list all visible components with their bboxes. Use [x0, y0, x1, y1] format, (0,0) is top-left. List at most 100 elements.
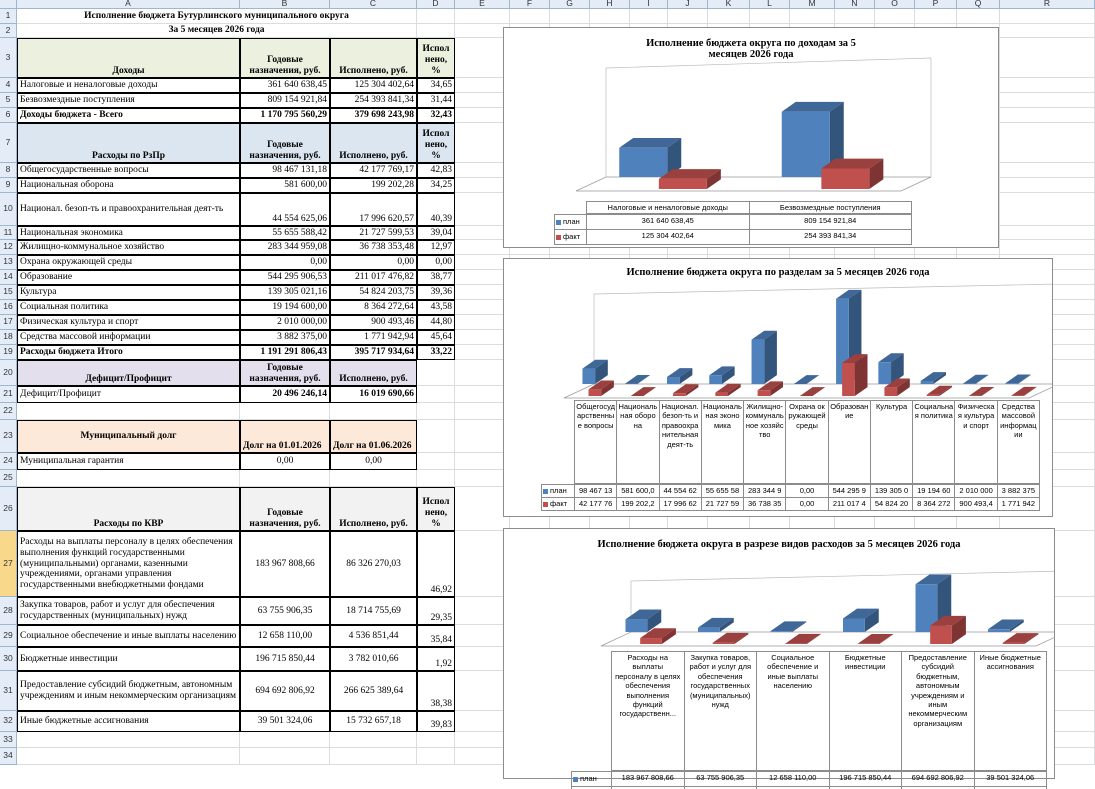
row-header[interactable]: 1	[0, 9, 17, 24]
row-header[interactable]: 9	[0, 178, 17, 193]
empty-cell[interactable]	[417, 9, 455, 24]
cell[interactable]: Расходы по КВР	[17, 487, 240, 531]
empty-cell[interactable]	[1000, 108, 1095, 123]
cell[interactable]: 266 625 389,64	[330, 671, 417, 711]
cell[interactable]: 44 554 625,06	[240, 193, 330, 226]
column-header[interactable]: H	[590, 0, 630, 9]
empty-cell[interactable]	[915, 9, 957, 24]
row-header[interactable]: 29	[0, 625, 17, 647]
row-header[interactable]: 24	[0, 453, 17, 470]
cell[interactable]: 34,25	[417, 178, 455, 193]
row-header[interactable]: 8	[0, 163, 17, 178]
row-header[interactable]: 26	[0, 487, 17, 531]
empty-cell[interactable]	[17, 470, 240, 487]
cell[interactable]: 12,97	[417, 240, 455, 255]
row-header[interactable]: 20	[0, 360, 17, 386]
cell[interactable]: 544 295 906,53	[240, 270, 330, 285]
cell[interactable]: Предоставление субсидий бюджетным, автон…	[17, 671, 240, 711]
empty-cell[interactable]	[455, 330, 510, 345]
cell[interactable]: 283 344 959,08	[240, 240, 330, 255]
column-header[interactable]: P	[915, 0, 957, 9]
empty-cell[interactable]	[957, 240, 1000, 255]
empty-cell[interactable]	[455, 24, 510, 38]
row-header[interactable]: 28	[0, 597, 17, 625]
row-header[interactable]: 17	[0, 315, 17, 330]
cell[interactable]: 196 715 850,44	[240, 647, 330, 671]
cell[interactable]: 32,43	[417, 108, 455, 123]
cell[interactable]: 20 496 246,14	[240, 386, 330, 403]
cell[interactable]: 199 202,28	[330, 178, 417, 193]
cell[interactable]: Годовые назначения, руб.	[240, 487, 330, 531]
row-header[interactable]: 33	[0, 732, 17, 748]
empty-cell[interactable]	[240, 748, 330, 765]
empty-cell[interactable]	[455, 300, 510, 315]
row-header[interactable]: 34	[0, 748, 17, 765]
column-header[interactable]: G	[550, 0, 590, 9]
empty-cell[interactable]	[455, 345, 510, 360]
column-header[interactable]: E	[455, 0, 510, 9]
cell[interactable]: 1 170 795 560,29	[240, 108, 330, 123]
empty-cell[interactable]	[1000, 38, 1095, 78]
cell[interactable]: 0,00	[240, 453, 330, 470]
empty-cell[interactable]	[1000, 226, 1095, 240]
cell[interactable]: Исполнено, руб.	[330, 38, 417, 78]
empty-cell[interactable]	[1000, 24, 1095, 38]
cell[interactable]: Исполнено, %	[417, 123, 455, 163]
empty-cell[interactable]	[240, 732, 330, 748]
cell[interactable]: Иные бюджетные ассигнования	[17, 711, 240, 732]
chart[interactable]: Исполнение бюджета округа в разрезе видо…	[503, 528, 1055, 789]
row-header[interactable]: 10	[0, 193, 17, 226]
row-header[interactable]: 30	[0, 647, 17, 671]
cell[interactable]: 900 493,46	[330, 315, 417, 330]
empty-cell[interactable]	[417, 360, 455, 386]
cell[interactable]: Исполнено, %	[417, 487, 455, 531]
cell[interactable]: 39,36	[417, 285, 455, 300]
empty-cell[interactable]	[875, 9, 915, 24]
empty-cell[interactable]	[455, 9, 510, 24]
column-header[interactable]: A	[17, 0, 240, 9]
empty-cell[interactable]	[835, 9, 875, 24]
chart[interactable]: Исполнение бюджета округа по доходам за …	[503, 27, 999, 248]
cell[interactable]: 12 658 110,00	[240, 625, 330, 647]
empty-cell[interactable]	[455, 178, 510, 193]
empty-cell[interactable]	[790, 9, 835, 24]
cell[interactable]: 809 154 921,84	[240, 93, 330, 108]
cell[interactable]: 2 010 000,00	[240, 315, 330, 330]
cell[interactable]: 43,58	[417, 300, 455, 315]
column-header[interactable]: O	[875, 0, 915, 9]
row-header[interactable]: 25	[0, 470, 17, 487]
cell[interactable]: 46,92	[417, 531, 455, 597]
empty-cell[interactable]	[455, 38, 510, 78]
empty-cell[interactable]	[1000, 178, 1095, 193]
cell[interactable]: Средства массовой информации	[17, 330, 240, 345]
cell[interactable]: Расходы по РзПр	[17, 123, 240, 163]
row-header[interactable]: 18	[0, 330, 17, 345]
column-header[interactable]: J	[668, 0, 708, 9]
cell[interactable]: Бюджетные инвестиции	[17, 647, 240, 671]
cell[interactable]: Расходы бюджета Итого	[17, 345, 240, 360]
empty-cell[interactable]	[330, 748, 417, 765]
cell[interactable]: 98 467 131,18	[240, 163, 330, 178]
cell[interactable]: Дефицит/Профицит	[17, 386, 240, 403]
chart[interactable]: Исполнение бюджета округа по разделам за…	[503, 258, 1053, 517]
row-header[interactable]: 3	[0, 38, 17, 78]
cell[interactable]: 183 967 808,66	[240, 531, 330, 597]
cell[interactable]: 1,92	[417, 647, 455, 671]
column-header[interactable]: K	[708, 0, 750, 9]
column-header[interactable]: M	[790, 0, 835, 9]
cell[interactable]: 3 782 010,66	[330, 647, 417, 671]
empty-cell[interactable]	[455, 163, 510, 178]
cell[interactable]: Социальная политика	[17, 300, 240, 315]
cell[interactable]: Доходы бюджета - Всего	[17, 108, 240, 123]
cell[interactable]: 86 326 270,03	[330, 531, 417, 597]
cell[interactable]: Муниципальный долг	[17, 420, 240, 453]
empty-cell[interactable]	[417, 420, 455, 453]
empty-cell[interactable]	[417, 386, 455, 403]
empty-cell[interactable]	[1000, 123, 1095, 163]
cell[interactable]: 3 882 375,00	[240, 330, 330, 345]
row-header[interactable]: 13	[0, 255, 17, 270]
empty-cell[interactable]	[1000, 78, 1095, 93]
row-header[interactable]: 23	[0, 420, 17, 453]
column-header[interactable]: D	[417, 0, 455, 9]
empty-cell[interactable]	[590, 9, 630, 24]
